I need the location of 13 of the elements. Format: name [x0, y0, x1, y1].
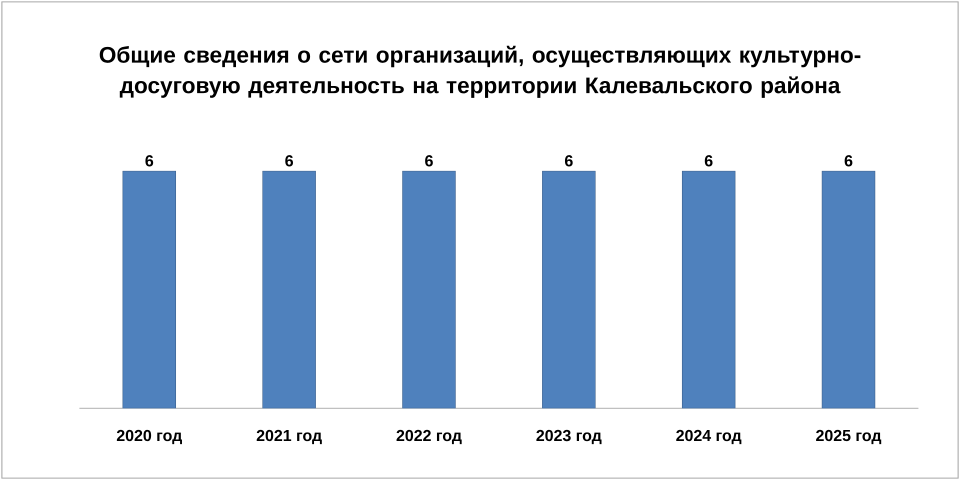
- data-label: 6: [425, 155, 433, 166]
- chart-title: Общие сведения о сети организаций, осуществляющих культурно-досуговую деятельность на территории Калевальского района: [100, 46, 860, 98]
- x-tick-label: 2020 год: [116, 430, 182, 444]
- data-label: 6: [285, 155, 293, 166]
- x-tick-label: 2023 год: [536, 430, 602, 444]
- data-label: 6: [704, 155, 713, 166]
- x-tick-label: 2022 год: [396, 430, 462, 444]
- data-label: 6: [564, 155, 573, 166]
- x-tick-label: 2024 год: [676, 430, 742, 444]
- data-label: 6: [145, 155, 154, 166]
- x-tick-label: 2021 год: [256, 430, 322, 444]
- x-tick-label: 2025 год: [816, 430, 882, 444]
- data-label: 6: [844, 155, 852, 166]
